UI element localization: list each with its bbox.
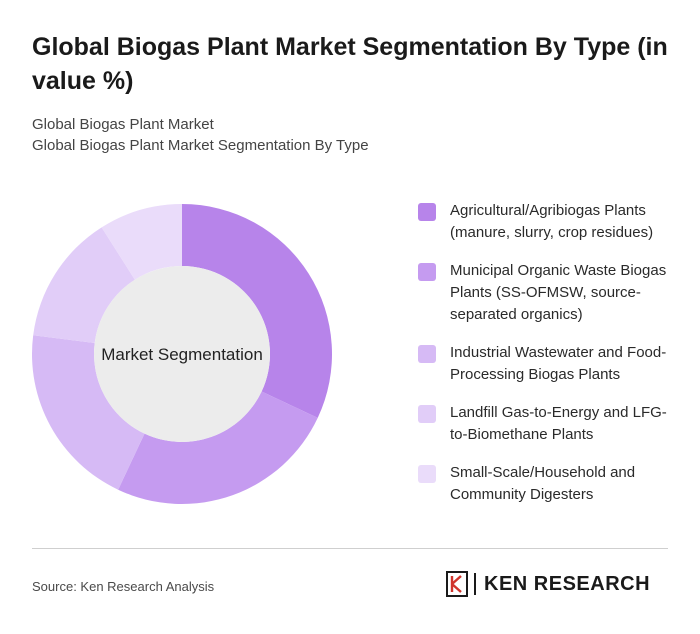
- legend-item-1: Agricultural/Agribiogas Plants (manure, …: [418, 200, 680, 244]
- source-note: Source: Ken Research Analysis: [32, 579, 215, 594]
- chart-legend: Agricultural/Agribiogas Plants (manure, …: [418, 200, 680, 522]
- donut-slice-3: [31, 335, 145, 490]
- footer-divider: [32, 548, 668, 549]
- subtitle-line-1: Global Biogas Plant Market: [32, 116, 214, 133]
- donut-slice-1: [182, 204, 332, 418]
- brand-separator: [474, 573, 476, 595]
- legend-swatch: [418, 345, 436, 363]
- legend-label: Municipal Organic Waste Biogas Plants (S…: [450, 262, 667, 323]
- brand-logo: KEN RESEARCH: [446, 571, 650, 597]
- legend-label: Industrial Wastewater and Food-Processin…: [450, 344, 667, 383]
- legend-label: Landfill Gas-to-Energy and LFG-to-Biomet…: [450, 404, 667, 443]
- chart-subtitle: Global Biogas Plant Market Global Biogas…: [32, 114, 369, 156]
- legend-item-5: Small-Scale/Household and Community Dige…: [418, 462, 680, 506]
- legend-label: Agricultural/Agribiogas Plants (manure, …: [450, 202, 654, 241]
- donut-slice-2: [118, 391, 318, 504]
- brand-name: KEN RESEARCH: [484, 572, 651, 595]
- legend-swatch: [418, 405, 436, 423]
- legend-label: Small-Scale/Household and Community Dige…: [450, 464, 636, 503]
- ken-research-logo-icon: [446, 571, 468, 597]
- donut-slices: [31, 204, 332, 504]
- donut-slice-4: [33, 227, 135, 343]
- donut-slice-5: [101, 204, 182, 280]
- donut-chart: Market Segmentation: [31, 204, 332, 504]
- legend-swatch: [418, 203, 436, 221]
- subtitle-line-2: Global Biogas Plant Market Segmentation …: [32, 137, 369, 154]
- donut-center-label: Market Segmentation: [101, 345, 263, 364]
- legend-swatch: [418, 263, 436, 281]
- chart-title: Global Biogas Plant Market Segmentation …: [32, 33, 668, 95]
- legend-item-4: Landfill Gas-to-Energy and LFG-to-Biomet…: [418, 402, 680, 446]
- legend-swatch: [418, 465, 436, 483]
- donut-center: [94, 266, 270, 442]
- legend-item-2: Municipal Organic Waste Biogas Plants (S…: [418, 260, 680, 326]
- legend-item-3: Industrial Wastewater and Food-Processin…: [418, 342, 680, 386]
